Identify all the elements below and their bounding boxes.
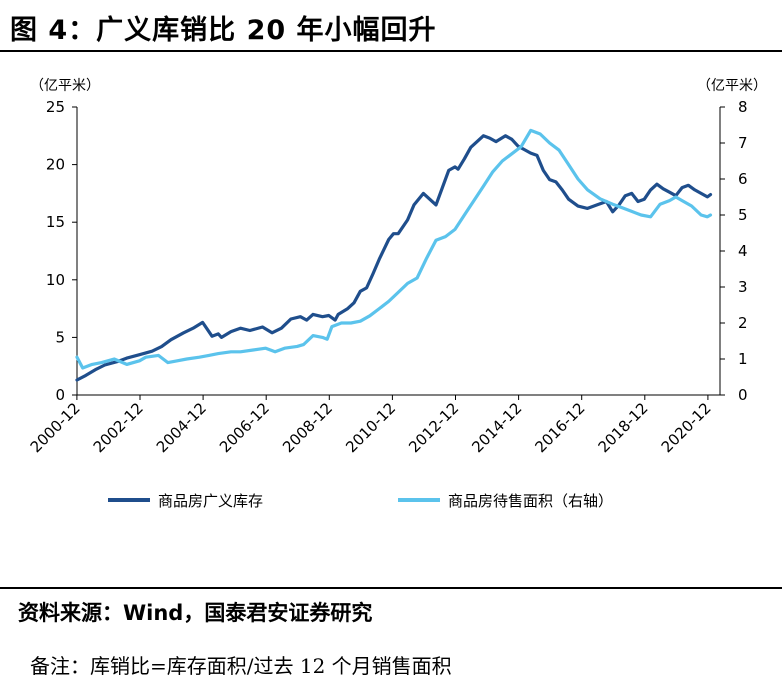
right-tick-label: 2	[738, 314, 748, 332]
source-text: 资料来源：Wind，国泰君安证券研究	[18, 601, 373, 625]
left-tick-label: 0	[55, 386, 65, 404]
footer-divider	[0, 587, 782, 589]
left-tick-label: 10	[46, 271, 65, 289]
x-tick-label: 2018-12	[595, 399, 652, 456]
right-tick-label: 8	[738, 98, 748, 116]
right-tick-label: 6	[738, 170, 748, 188]
line-chart: 0 5 10 15 20 25 0 1 2 3 4 5 6 7 8 2000-12 2002-12 2004-12…	[27, 78, 767, 510]
x-tick-label: 2014-12	[468, 399, 525, 456]
left-tick-label: 25	[46, 98, 65, 116]
x-tick-label: 2012-12	[405, 399, 462, 456]
right-tick-label: 4	[738, 242, 748, 260]
x-tick-label: 2008-12	[279, 399, 336, 456]
right-tick-label: 3	[738, 278, 748, 296]
right-tick-label: 0	[738, 386, 748, 404]
x-tick-label: 2000-12	[27, 399, 84, 456]
x-tick-label: 2020-12	[658, 399, 715, 456]
series-line-2	[75, 128, 713, 370]
series-line-1	[75, 134, 713, 382]
left-axis-unit: （亿平米）	[30, 78, 100, 94]
x-tick-label: 2004-12	[153, 399, 210, 456]
left-tick-label: 5	[55, 328, 65, 346]
right-tick-label: 7	[738, 134, 748, 152]
title-divider	[0, 50, 782, 52]
legend-label-1: 商品房广义库存	[158, 492, 263, 510]
right-tick-label: 1	[738, 350, 748, 368]
note-text: 备注：库销比=库存面积/过去 12 个月销售面积	[30, 654, 452, 678]
x-tick-label: 2010-12	[342, 399, 399, 456]
right-tick-label: 5	[738, 206, 748, 224]
left-tick-label: 20	[46, 156, 65, 174]
legend-label-2: 商品房待售面积（右轴）	[448, 492, 613, 510]
chart-title: 图 4：广义库销比 20 年小幅回升	[10, 15, 437, 46]
right-axis-unit: （亿平米）	[697, 78, 767, 94]
left-tick-label: 15	[46, 213, 65, 231]
x-tick-label: 2006-12	[216, 399, 273, 456]
x-tick-label: 2016-12	[531, 399, 588, 456]
x-tick-label: 2002-12	[90, 399, 147, 456]
